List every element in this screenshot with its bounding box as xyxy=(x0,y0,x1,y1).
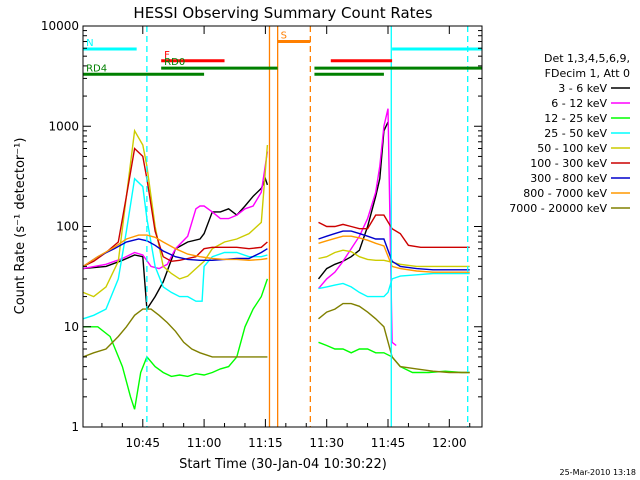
legend-label-7000-20000-kev: 7000 - 20000 keV xyxy=(509,202,607,215)
status-label-s: S xyxy=(281,31,287,42)
legend-label-25-50-kev: 25 - 50 keV xyxy=(544,127,607,140)
y-tick-label-100: 100 xyxy=(56,220,79,234)
series-line-25-50-kev-seg2 xyxy=(318,272,470,298)
series-line-800-7000-kev-seg2 xyxy=(318,235,470,273)
series-line-800-7000-kev-seg1 xyxy=(82,234,268,267)
legend-label-6-12-kev: 6 - 12 keV xyxy=(551,97,607,110)
series-line-7000-20000-kev-seg1 xyxy=(82,308,268,358)
x-tick-label-11-45: 11:45 xyxy=(371,436,406,450)
series-line-12-25-kev-seg1 xyxy=(83,278,269,410)
series-line-100-300-kev-seg1 xyxy=(82,147,268,268)
series-line-6-12-kev-seg1 xyxy=(82,151,269,270)
x-tick-label-11-30: 11:30 xyxy=(309,436,344,450)
status-label-f: F xyxy=(164,50,170,61)
series-layer xyxy=(82,108,470,410)
legend: Det 1,3,4,5,6,9, FDecim 1, Att 0 3 - 6 keV… xyxy=(509,52,630,215)
series-line-50-100-kev-seg1 xyxy=(82,128,269,298)
legend-label-300-800-kev: 300 - 800 keV xyxy=(530,172,607,185)
legend-label-3-6-kev: 3 - 6 keV xyxy=(558,82,607,95)
footer-timestamp: 25-Mar-2010 13:18 xyxy=(560,468,637,477)
y-tick-label-1000: 1000 xyxy=(48,119,79,133)
chart-title: HESSI Observing Summary Count Rates xyxy=(133,4,432,22)
y-axis-label: Count Rate (s⁻¹ detector⁻¹) xyxy=(13,138,28,315)
legend-header-1: FDecim 1, Att 0 xyxy=(545,67,630,80)
series-line-100-300-kev-seg2 xyxy=(318,214,470,249)
series-line-50-100-kev-seg2 xyxy=(318,249,470,268)
x-tick-label-11-15: 11:15 xyxy=(248,436,283,450)
x-tick-label-10-45: 10:45 xyxy=(125,436,160,450)
ticks-layer: 10:45 11:00 11:15 11:30 11:45 12:00 1 10 100 1000… xyxy=(41,19,482,450)
series-line-300-800-kev-seg1 xyxy=(82,238,268,267)
legend-label-800-7000-kev: 800 - 7000 keV xyxy=(523,187,607,200)
status-label-n: N xyxy=(86,38,93,49)
series-line-300-800-kev-seg2 xyxy=(318,230,470,271)
y-tick-label-10: 10 xyxy=(64,320,79,334)
y-tick-label-1: 1 xyxy=(71,420,79,434)
series-line-6-12-kev-seg2 xyxy=(317,108,397,347)
series-line-7000-20000-kev-seg2 xyxy=(318,302,470,374)
legend-header-0: Det 1,3,4,5,6,9, xyxy=(544,52,630,65)
x-tick-label-12-00: 12:00 xyxy=(432,436,467,450)
series-line-3-6-kev-seg2 xyxy=(317,121,389,280)
status-bars-layer: N F S RD0 RD4 xyxy=(83,31,482,76)
events-layer xyxy=(146,26,469,427)
series-line-25-50-kev-seg1 xyxy=(82,177,268,320)
x-tick-label-11-00: 11:00 xyxy=(187,436,222,450)
series-line-3-6-kev-seg1 xyxy=(83,176,269,312)
legend-label-12-25-kev: 12 - 25 keV xyxy=(544,112,607,125)
legend-label-50-100-kev: 50 - 100 keV xyxy=(537,142,607,155)
legend-label-100-300-kev: 100 - 300 keV xyxy=(530,157,607,170)
status-label-rd4: RD4 xyxy=(86,63,107,74)
y-tick-label-10000: 10000 xyxy=(41,19,79,33)
status-label-rd0: RD0 xyxy=(164,57,185,68)
x-axis-label: Start Time (30-Jan-04 10:30:22) xyxy=(179,457,387,472)
